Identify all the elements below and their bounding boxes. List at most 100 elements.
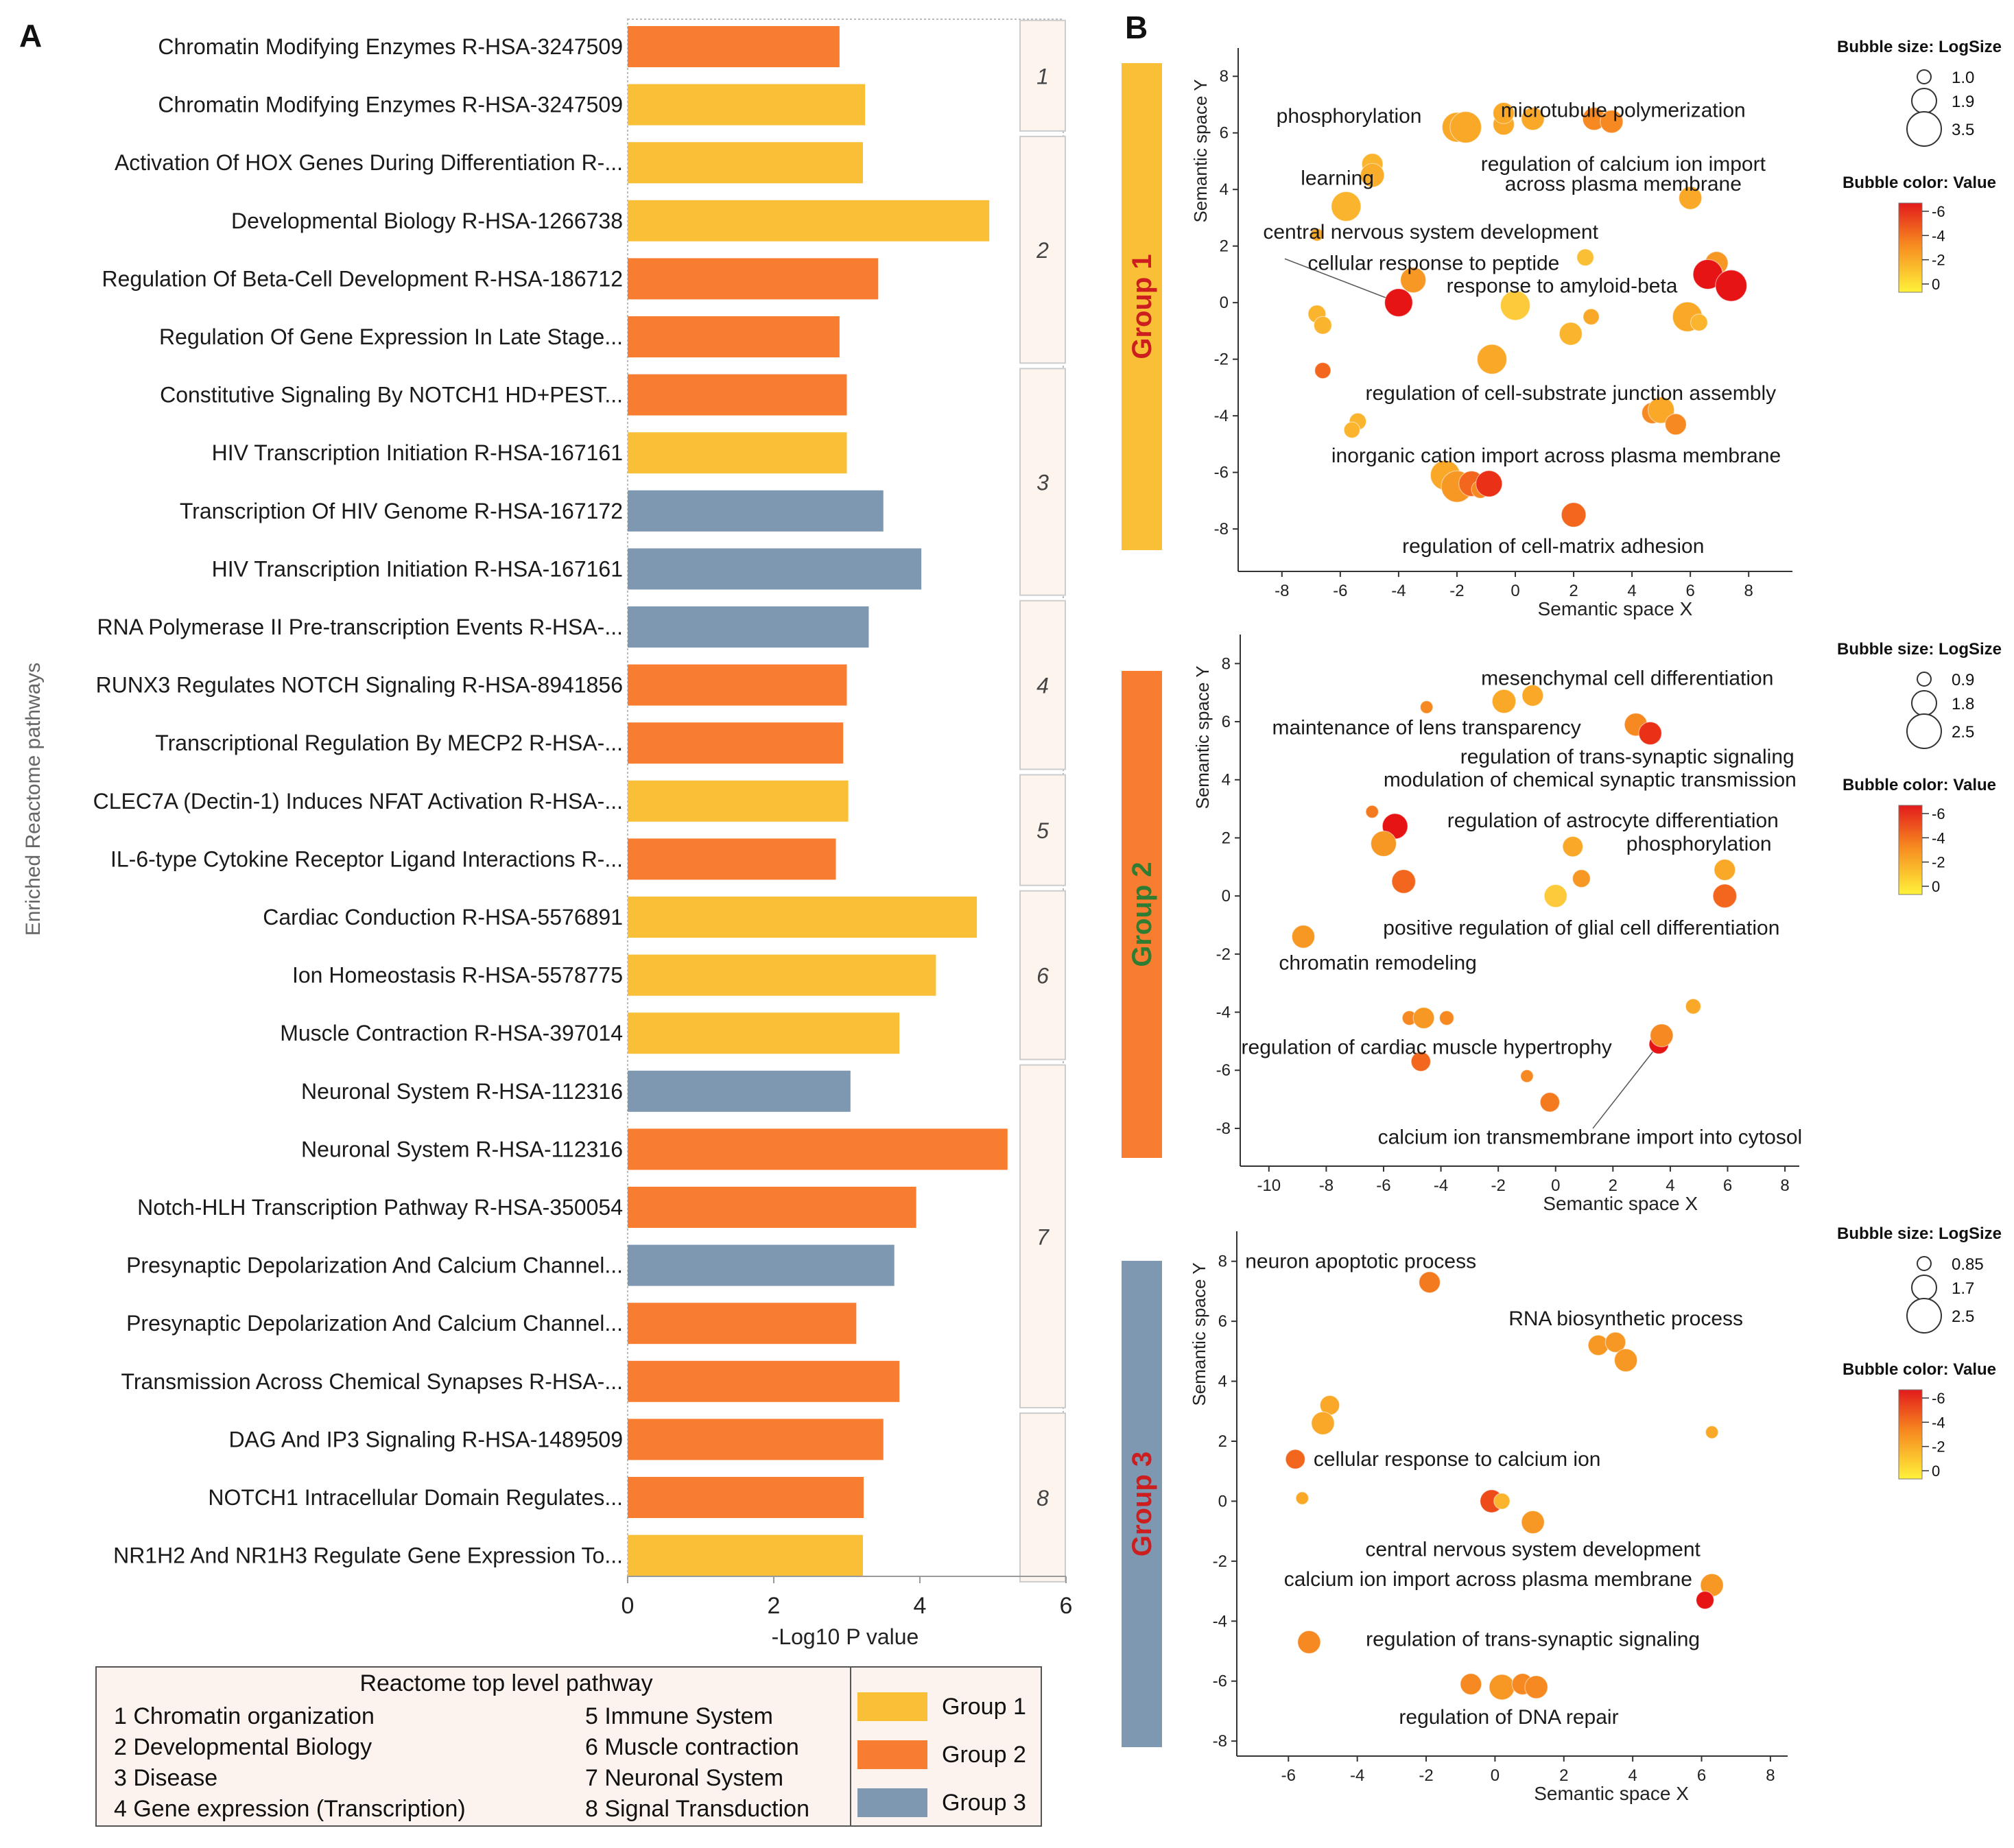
- bar-label: Activation Of HOX Genes During Different…: [115, 150, 623, 175]
- bar-label: NOTCH1 Intracellular Domain Regulates...: [208, 1485, 623, 1510]
- legend-pathway-item: 7 Neuronal System: [585, 1765, 783, 1791]
- bar: [628, 432, 847, 474]
- bubble-annotation: chromatin remodeling: [1279, 952, 1476, 975]
- bar-label: Muscle Contraction R-HSA-397014: [280, 1021, 623, 1045]
- bubble: [1500, 290, 1531, 321]
- size-legend-title: Bubble size: LogSize: [1837, 38, 2002, 56]
- size-legend-label: 3.5: [1952, 121, 1974, 139]
- bubble-annotation: phosphorylation: [1277, 105, 1422, 128]
- group-band-label: Group 2: [1127, 862, 1157, 967]
- bubble: [1714, 859, 1736, 881]
- size-legend-label: 2.5: [1952, 1307, 1974, 1326]
- bubble: [1313, 316, 1332, 335]
- bar-label: Ion Homeostasis R-HSA-5578775: [292, 963, 623, 988]
- x-tick-label: -4: [1350, 1766, 1364, 1785]
- bubble: [1561, 502, 1587, 528]
- bubble: [1712, 884, 1738, 909]
- bar: [628, 606, 869, 648]
- x-tick-label: 4: [1666, 1176, 1674, 1195]
- category-label: 4: [1036, 674, 1049, 698]
- x-tick-label: -4: [1434, 1176, 1448, 1195]
- bubble: [1314, 362, 1331, 379]
- bubble: [1587, 1334, 1609, 1356]
- legend-pathway-item: 6 Muscle contraction: [585, 1734, 799, 1760]
- bubble: [1493, 1493, 1510, 1510]
- category-box: [1019, 890, 1066, 1061]
- bubble: [1576, 248, 1594, 267]
- bubble: [1696, 1591, 1715, 1610]
- bubble: [1410, 1051, 1432, 1072]
- x-axis-title: Semantic space X: [1543, 1193, 1698, 1214]
- legend-pathway-item: 4 Gene expression (Transcription): [114, 1796, 466, 1822]
- bubble: [1360, 163, 1385, 188]
- x-tick-label: 0: [1510, 582, 1519, 600]
- y-tick-label: 6: [1220, 124, 1229, 143]
- bubble: [1460, 1673, 1482, 1696]
- bubble: [1705, 1425, 1719, 1439]
- size-legend-circle: [1906, 1298, 1942, 1334]
- bubble-annotation: mesenchymal cell differentiation: [1481, 667, 1773, 690]
- y-tick-label: 4: [1222, 771, 1231, 790]
- bubble-annotation: regulation of DNA repair: [1399, 1706, 1618, 1729]
- bubble: [1297, 1630, 1321, 1655]
- bar-label: Regulation Of Beta-Cell Development R-HS…: [102, 266, 624, 291]
- bubble: [1562, 836, 1584, 857]
- bubble-annotation: central nervous system development: [1263, 221, 1598, 244]
- bubble: [1539, 1092, 1561, 1113]
- x-tick-label: -6: [1333, 582, 1347, 600]
- legend-group-label: Group 2: [942, 1742, 1026, 1768]
- bubble: [1678, 186, 1703, 210]
- x-tick-label: 4: [914, 1593, 927, 1619]
- y-tick-label: -2: [1214, 351, 1229, 369]
- bar: [628, 1070, 851, 1112]
- bar-label: Constitutive Signaling By NOTCH1 HD+PEST…: [160, 383, 623, 407]
- bubble-annotation: phosphorylation: [1626, 833, 1772, 855]
- bar-label: Developmental Biology R-HSA-1266738: [231, 209, 623, 233]
- bubble-annotation: calcium ion transmembrane import into cy…: [1378, 1126, 1803, 1149]
- scatter-panels: Group 1 -8 -6 -4 -2 0 2 4 6 8 8 6 4 2 0 -2 -4 -6 -8 Semanti…: [1122, 38, 2002, 1804]
- color-tick-label: -2: [1932, 854, 1945, 871]
- x-tick-label: 6: [1723, 1176, 1732, 1195]
- bar: [628, 26, 840, 67]
- bar-label: Cardiac Conduction R-HSA-5576891: [263, 905, 623, 929]
- bar: [628, 142, 863, 184]
- bubble: [1613, 1348, 1638, 1373]
- size-legend-circle: [1911, 1275, 1937, 1301]
- bar: [628, 780, 849, 822]
- scatter-panel: Group 2 -10 -8 -6 -4 -2 0 2 4 6 8 8 6 4 2 0 -2 -4 -6 -8 Sema…: [1122, 635, 2002, 1214]
- color-tick-label: -6: [1932, 805, 1945, 822]
- bubble-annotation: cellular response to peptide: [1307, 252, 1559, 274]
- bubble: [1520, 1069, 1534, 1083]
- color-tick-label: 0: [1932, 1462, 1940, 1480]
- size-legend-circle: [1917, 672, 1932, 687]
- bar: [628, 1303, 857, 1344]
- legend-swatch: [857, 1692, 927, 1721]
- category-label: 7: [1036, 1224, 1050, 1249]
- bubble: [1419, 1271, 1441, 1294]
- leader-line: [1284, 258, 1399, 303]
- bubble: [1543, 884, 1567, 908]
- bar-label: DAG And IP3 Signaling R-HSA-1489509: [228, 1427, 623, 1452]
- bubble: [1492, 102, 1515, 124]
- bar: [628, 1187, 916, 1228]
- group-band-label: Group 3: [1127, 1452, 1157, 1556]
- legend-title: Reactome top level pathway: [359, 1670, 652, 1696]
- group-band: [1122, 63, 1162, 550]
- bar: [628, 200, 990, 241]
- y-tick-label: 2: [1222, 829, 1231, 847]
- bubble-annotation: central nervous system development: [1365, 1538, 1701, 1561]
- y-tick-label: -8: [1213, 1732, 1227, 1751]
- color-legend-title: Bubble color: Value: [1843, 1360, 1996, 1379]
- bar: [628, 838, 836, 880]
- legend-pathways: 1 Chromatin organization 2 Developmental …: [114, 1703, 809, 1822]
- bubble: [1310, 228, 1324, 242]
- bubble: [1400, 267, 1427, 294]
- category-label: 1: [1036, 64, 1049, 88]
- color-legend-title: Bubble color: Value: [1843, 776, 1996, 794]
- bubble-annotation: regulation of calcium ion import: [1481, 153, 1766, 176]
- bubble: [1438, 1010, 1454, 1026]
- legend-groups: Group 1 Group 2 Group 3: [857, 1692, 1026, 1817]
- y-tick-label: 2: [1218, 1432, 1227, 1451]
- color-tick-label: -2: [1932, 252, 1945, 269]
- y-tick-label: 4: [1218, 1373, 1227, 1391]
